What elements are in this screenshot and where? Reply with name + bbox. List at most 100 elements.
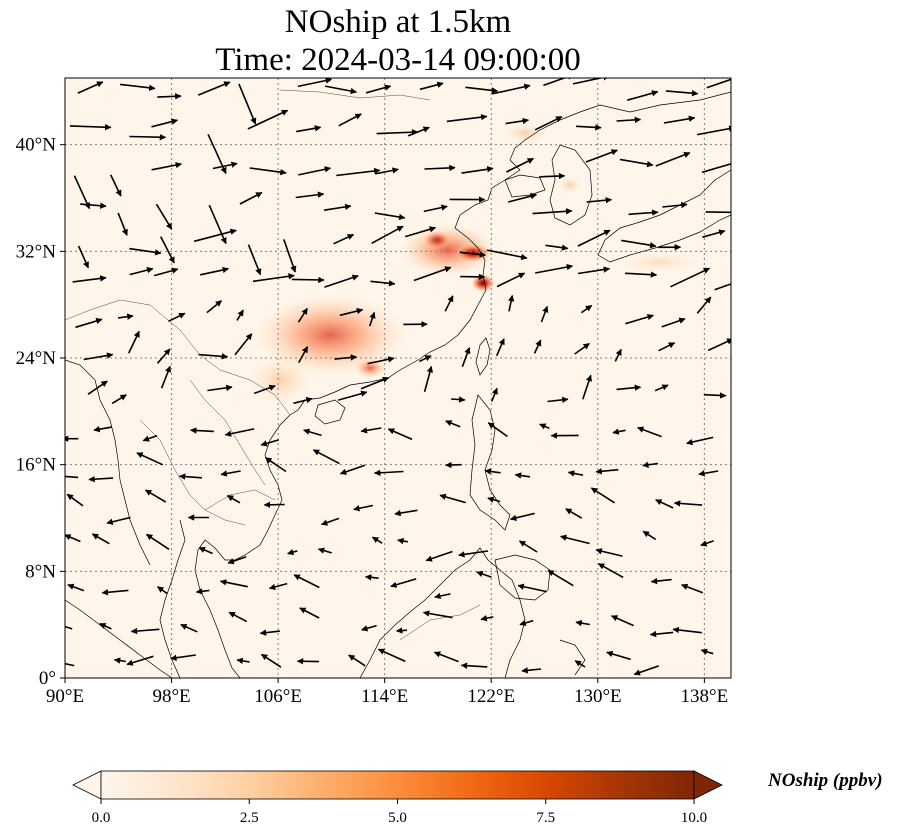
x-tick-label-2: 106°E bbox=[254, 686, 302, 707]
wind-arrow-2 bbox=[157, 93, 182, 100]
wind-arrow-34 bbox=[151, 161, 183, 171]
colorbar-extend-max bbox=[693, 770, 723, 800]
wind-arrow-180 bbox=[226, 494, 241, 504]
wind-arrow-64 bbox=[77, 245, 90, 269]
coast-celebes bbox=[559, 639, 586, 676]
wind-arrow-43 bbox=[539, 172, 566, 180]
wind-arrow-220 bbox=[547, 569, 574, 587]
border-laos bbox=[189, 379, 266, 486]
wind-arrow-194 bbox=[145, 533, 170, 550]
wind-arrow-207 bbox=[700, 540, 714, 547]
wind-arrow-63 bbox=[705, 211, 731, 214]
wind-arrow-117 bbox=[297, 346, 309, 364]
wind-arrow-75 bbox=[545, 244, 569, 251]
wind-arrow-92 bbox=[577, 266, 611, 275]
wind-arrow-206 bbox=[642, 530, 657, 541]
wind-arrow-95 bbox=[714, 283, 731, 291]
wind-arrow-173 bbox=[595, 468, 619, 475]
wind-arrow-239 bbox=[672, 626, 702, 634]
wind-arrow-159 bbox=[686, 436, 714, 446]
wind-arrow-114 bbox=[156, 348, 171, 364]
wind-arrow-99 bbox=[206, 300, 223, 314]
border-mongolia bbox=[279, 89, 431, 101]
wind-arrow-0 bbox=[77, 81, 104, 94]
wind-arrow-227 bbox=[180, 623, 198, 633]
wind-arrow-121 bbox=[461, 347, 471, 368]
wind-arrow-93 bbox=[625, 271, 658, 278]
wind-arrow-39 bbox=[374, 167, 399, 175]
wind-arrow-126 bbox=[658, 342, 676, 352]
coast-korea bbox=[549, 144, 593, 226]
wind-arrow-185 bbox=[439, 493, 466, 504]
wind-arrow-105 bbox=[444, 295, 454, 312]
wind-arrow-84 bbox=[252, 273, 295, 283]
wind-arrow-209 bbox=[101, 589, 129, 596]
plume-korea bbox=[558, 177, 582, 193]
colorbar-tick-label-0: 0.0 bbox=[92, 810, 111, 826]
wind-arrow-65 bbox=[129, 247, 162, 256]
wind-arrow-124 bbox=[574, 342, 590, 355]
wind-arrow-157 bbox=[612, 428, 626, 435]
wind-arrow-148 bbox=[224, 428, 255, 437]
wind-arrow-13 bbox=[626, 90, 659, 101]
wind-arrow-109 bbox=[625, 313, 654, 325]
colorbar-ticks: 0.0 2.5 5.0 7.5 10.0 bbox=[92, 799, 707, 826]
wind-arrow-232 bbox=[395, 627, 408, 634]
wind-arrow-160 bbox=[65, 475, 79, 479]
wind-arrow-200 bbox=[397, 537, 409, 545]
wind-arrow-190 bbox=[655, 499, 674, 509]
wind-arrow-140 bbox=[582, 374, 593, 400]
x-tick-label-5: 130°E bbox=[574, 686, 622, 707]
wind-arrow-143 bbox=[703, 392, 727, 399]
wind-arrow-199 bbox=[371, 536, 383, 544]
wind-arrow-198 bbox=[317, 547, 332, 554]
y-tick-label-2: 16°N bbox=[16, 455, 57, 476]
wind-arrow-151 bbox=[360, 427, 382, 434]
wind-arrow-142 bbox=[654, 384, 669, 392]
plume-guangxi bbox=[250, 355, 310, 405]
wind-arrow-45 bbox=[619, 158, 654, 168]
wind-arrow-111 bbox=[696, 296, 712, 314]
wind-arrow-6 bbox=[325, 85, 358, 95]
wind-arrow-79 bbox=[702, 229, 726, 238]
wind-arrow-253 bbox=[606, 650, 631, 661]
wind-arrow-66 bbox=[159, 236, 175, 264]
wind-arrow-12 bbox=[572, 78, 610, 85]
wind-arrow-106 bbox=[507, 294, 515, 312]
wind-arrow-74 bbox=[486, 249, 528, 261]
wind-arrow-240 bbox=[65, 662, 75, 667]
colorbar-tick-label-3: 7.5 bbox=[536, 810, 555, 826]
wind-arrow-5 bbox=[297, 78, 333, 88]
coast-japan bbox=[597, 169, 731, 263]
wind-arrow-31 bbox=[697, 125, 731, 136]
wind-arrow-136 bbox=[423, 365, 433, 393]
wind-arrow-10 bbox=[492, 83, 531, 95]
wind-arrow-71 bbox=[371, 225, 404, 245]
wind-arrow-184 bbox=[394, 509, 418, 517]
wind-arrow-164 bbox=[220, 470, 241, 477]
plume-zhejiang bbox=[471, 274, 495, 292]
wind-arrow-152 bbox=[387, 428, 413, 441]
colorbar-body bbox=[100, 770, 695, 800]
wind-arrow-72 bbox=[404, 226, 437, 238]
wind-arrow-177 bbox=[106, 516, 131, 525]
wind-arrow-21 bbox=[296, 125, 322, 133]
wind-arrow-129 bbox=[111, 394, 127, 405]
wind-arrow-61 bbox=[628, 209, 659, 216]
x-tick-label-3: 114°E bbox=[361, 686, 408, 707]
x-axis-ticks: 90°E 98°E 106°E 114°E 122°E 130°E 138°E bbox=[46, 678, 728, 707]
y-tick-label-0: 0° bbox=[39, 668, 56, 689]
wind-arrow-119 bbox=[367, 356, 395, 365]
wind-arrow-38 bbox=[336, 167, 381, 177]
wind-arrow-215 bbox=[364, 574, 379, 581]
wind-arrow-225 bbox=[99, 622, 112, 630]
wind-arrow-147 bbox=[190, 427, 214, 434]
y-tick-label-4: 32°N bbox=[16, 241, 57, 262]
wind-arrow-221 bbox=[597, 563, 624, 579]
coast-shandong bbox=[504, 174, 546, 198]
wind-arrow-52 bbox=[239, 191, 263, 205]
coast-myanmar bbox=[65, 359, 151, 566]
map-frame bbox=[64, 77, 732, 679]
wind-arrow-58 bbox=[507, 193, 538, 203]
